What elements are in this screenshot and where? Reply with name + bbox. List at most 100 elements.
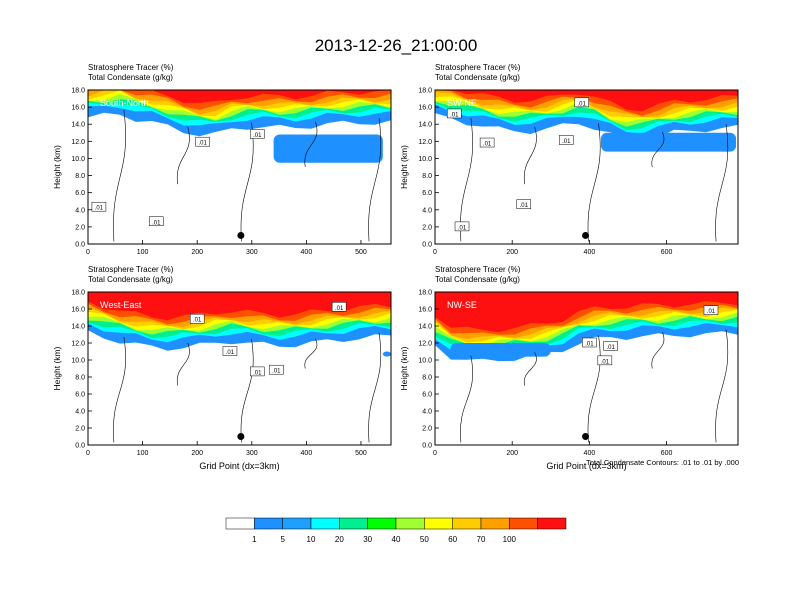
x-tick-label: 0 <box>433 450 437 457</box>
contour-label: .01 <box>253 370 262 376</box>
tracer-blob <box>450 343 551 357</box>
y-tick-label: 10.0 <box>418 156 432 163</box>
plot-frame <box>434 89 739 245</box>
panel-sw-ne: 0.0 2.0 4.0 6.0 8.0 10.0 12.0 14.0 16.0 18.0 0 200 4… <box>399 63 739 256</box>
contour-line <box>368 118 382 242</box>
contour-line <box>715 124 729 242</box>
colorbar-label: 40 <box>392 535 401 544</box>
panel-header-tracer: Stratosphere Tracer (%) <box>435 63 521 72</box>
contour-label-box <box>454 221 470 232</box>
x-tick-label: 400 <box>301 450 313 457</box>
y-tick-label: 12.0 <box>71 139 85 146</box>
y-tick-label: 18.0 <box>418 88 432 95</box>
y-tick-label: 16.0 <box>418 307 432 314</box>
contour-line <box>651 331 665 369</box>
contour-label: .01 <box>520 203 529 209</box>
x-tick-label: 400 <box>584 249 596 256</box>
contour-line <box>304 121 318 168</box>
colorbar-swatch <box>480 517 510 530</box>
plot-frame <box>87 291 392 446</box>
contour-line <box>240 122 254 242</box>
x-tick-label: 600 <box>661 249 673 256</box>
contour-label-box <box>558 135 574 145</box>
y-tick-label: 12.0 <box>71 341 85 348</box>
contour-label-box <box>189 313 205 324</box>
y-tick-label: 16.0 <box>71 307 85 314</box>
y-tick-label: 8.0 <box>75 375 85 382</box>
contour-label: .01 <box>562 139 571 145</box>
y-tick-label: 0.0 <box>422 443 432 450</box>
y-tick-label: 10.0 <box>71 358 85 365</box>
contour-label-box <box>195 136 210 147</box>
x-tick-label: 300 <box>246 249 258 256</box>
contour-label-box <box>269 364 284 375</box>
tracer-blob <box>600 132 737 152</box>
colorbar-swatch <box>537 517 567 530</box>
contour-label: .01 <box>198 141 207 147</box>
y-tick-label: 0.0 <box>75 242 85 249</box>
y-tick-label: 12.0 <box>418 341 432 348</box>
x-tick-label: 200 <box>191 450 203 457</box>
contour-label-box <box>703 305 719 315</box>
contour-label-box <box>574 97 589 108</box>
contour-line <box>304 338 318 369</box>
panel-header-condensate: Total Condensate (g/kg) <box>435 275 520 284</box>
contour-label: .01 <box>272 369 281 375</box>
y-tick-label: 14.0 <box>418 324 432 331</box>
contour-label: .01 <box>450 112 459 118</box>
y-tick-label: 14.0 <box>71 324 85 331</box>
x-tick-label: 100 <box>137 249 149 256</box>
y-tick-label: 4.0 <box>75 207 85 214</box>
contour-label-box <box>479 137 495 148</box>
condensate-contours <box>460 329 729 443</box>
colorbar-swatch <box>310 517 340 530</box>
contour-label: .01 <box>193 318 202 324</box>
x-tick-label: 500 <box>355 450 367 457</box>
panel-south-north: 0.0 2.0 4.0 6.0 8.0 10.0 12.0 14.0 16.0 18.0 0 100 2… <box>52 63 392 256</box>
contour-label: .01 <box>226 350 235 356</box>
contour-line <box>113 337 126 443</box>
panel-west-east: 0.0 2.0 4.0 6.0 8.0 10.0 12.0 14.0 16.0 18.0 0 100 2… <box>52 265 392 471</box>
colorbar-label: 1 <box>252 535 257 544</box>
colorbar-swatch <box>225 517 255 530</box>
contour-line <box>523 126 537 185</box>
x-tick-label: 100 <box>137 450 149 457</box>
y-axis-label: Height (km) <box>52 145 62 189</box>
contour-line <box>651 131 665 168</box>
panel-header-tracer: Stratosphere Tracer (%) <box>88 265 174 274</box>
contour-label-box <box>222 346 238 356</box>
y-tick-label: 18.0 <box>71 290 85 297</box>
contour-label-box <box>249 366 265 377</box>
y-axis-label: Height (km) <box>399 145 409 189</box>
contour-label-box <box>331 302 347 312</box>
contour-label: .01 <box>606 345 615 351</box>
colorbar-label: 10 <box>307 535 316 544</box>
x-tick-label: 200 <box>506 249 518 256</box>
x-tick-label: 400 <box>301 249 313 256</box>
y-tick-label: 6.0 <box>422 190 432 197</box>
colorbar-label: 70 <box>477 535 486 544</box>
colorbar-swatch <box>452 517 482 530</box>
y-tick-label: 12.0 <box>418 139 432 146</box>
panel-name-label: South-North <box>100 98 149 108</box>
panel-header-condensate: Total Condensate (g/kg) <box>88 275 173 284</box>
tracer-field <box>88 292 391 445</box>
panel-header-condensate: Total Condensate (g/kg) <box>435 73 520 82</box>
contour-label-box <box>516 199 532 209</box>
panel-header-tracer: Stratosphere Tracer (%) <box>88 63 174 72</box>
contour-footnote: Total Condensate Contours: .01 to .01 by… <box>586 458 739 467</box>
y-tick-label: 16.0 <box>418 105 432 112</box>
panel-name-label: NW-SE <box>447 300 477 310</box>
tracer-band <box>435 292 738 333</box>
contour-label-box <box>249 129 265 139</box>
x-tick-label: 0 <box>86 249 90 256</box>
tracer-band <box>88 90 391 104</box>
colorbar-label: 5 <box>280 535 285 544</box>
x-tick-label: 400 <box>584 450 596 457</box>
tracer-field <box>88 90 391 244</box>
contour-line <box>587 123 601 242</box>
tracer-field <box>435 292 738 445</box>
x-axis-label: Grid Point (dx=3km) <box>199 461 279 471</box>
tracer-field <box>435 90 738 244</box>
condensate-contours <box>113 109 382 242</box>
